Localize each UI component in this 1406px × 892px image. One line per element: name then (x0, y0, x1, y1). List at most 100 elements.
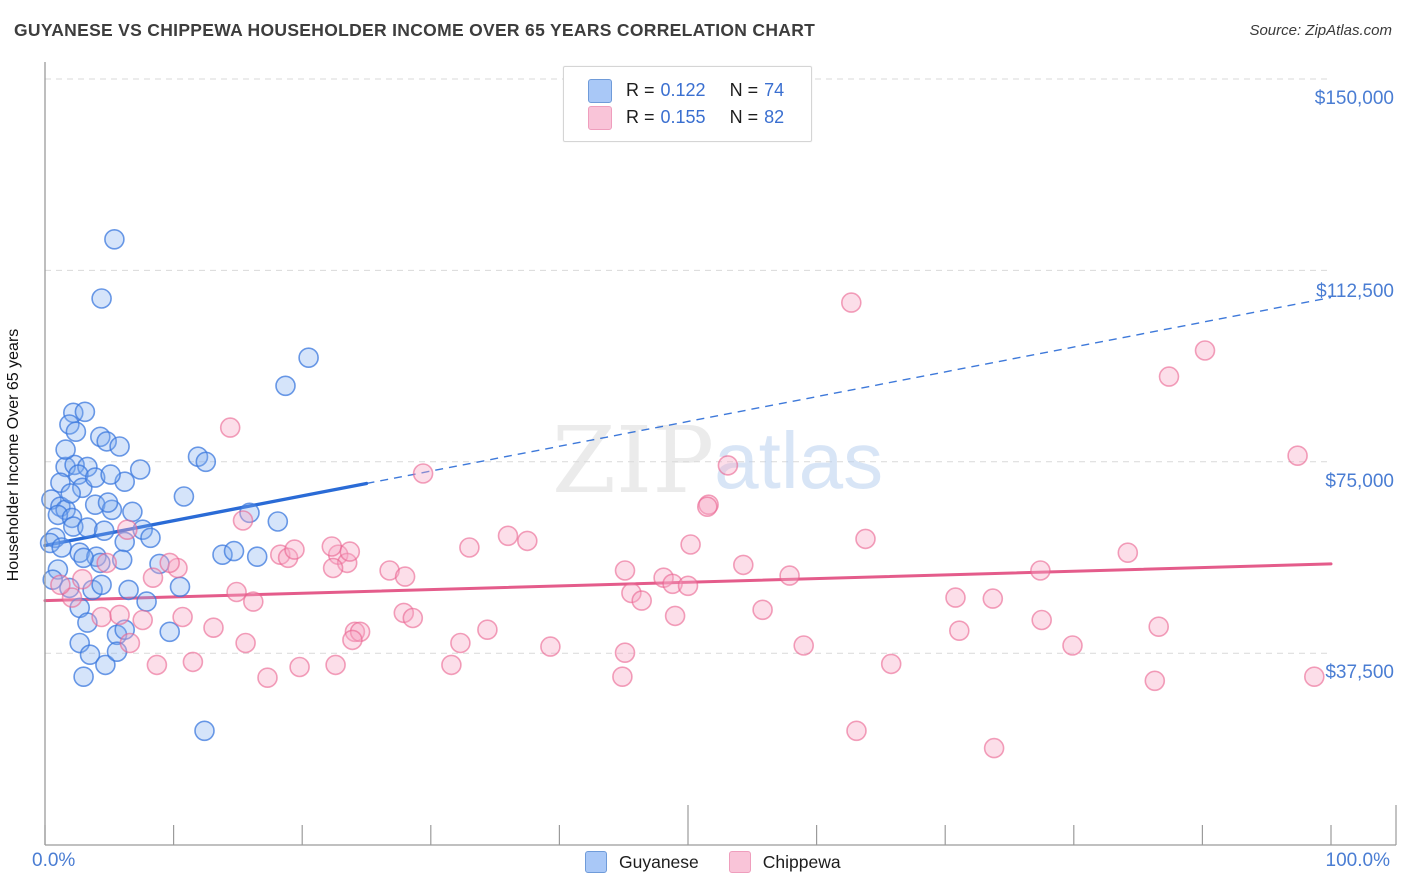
scatter-point-chippewa (117, 519, 138, 541)
scatter-point-guyanese (122, 501, 143, 523)
scatter-point-chippewa (159, 552, 180, 574)
scatter-point-chippewa (540, 636, 561, 657)
scatter-point-guyanese (109, 436, 130, 457)
scatter-point-chippewa (1117, 542, 1139, 564)
scatter-point-chippewa (662, 573, 683, 595)
scatter-point-guyanese (95, 654, 116, 676)
scatter-point-chippewa (717, 455, 739, 476)
scatter-point-guyanese (51, 537, 73, 558)
scatter-point-chippewa (132, 609, 153, 631)
scatter-point-chippewa (752, 599, 773, 621)
scatter-point-chippewa (142, 567, 164, 589)
scatter-point-chippewa (441, 654, 462, 676)
scatter-point-guyanese (65, 421, 87, 443)
x-tick-min: 0.0% (32, 850, 76, 871)
chippewa-swatch-icon (588, 105, 612, 130)
scatter-point-chippewa (677, 575, 699, 597)
y-tick-37500: $37,500 (1325, 662, 1394, 683)
scatter-point-chippewa (840, 292, 862, 313)
trend-line-guyanese (43, 481, 369, 548)
scatter-point-guyanese (104, 229, 125, 250)
legend-label-chippewa: Chippewa (762, 851, 841, 872)
scatter-point-chippewa (696, 496, 718, 518)
scatter-point-chippewa (146, 654, 168, 676)
legend-row-chippewa: R = 0.155 N = 82 (588, 104, 797, 131)
scatter-point-guyanese (195, 451, 217, 473)
scatter-point-guyanese (136, 591, 157, 612)
scatter-point-guyanese (267, 511, 289, 532)
scatter-point-guyanese (60, 483, 81, 504)
scatter-point-guyanese (169, 576, 191, 598)
scatter-point-guyanese (47, 559, 69, 580)
trend-line-extrapolated-guyanese (366, 296, 1332, 485)
scatter-point-chippewa (226, 581, 247, 603)
r-value-guyanese: 0.122 (660, 80, 706, 100)
scatter-point-chippewa (325, 654, 346, 676)
scatter-point-chippewa (243, 591, 264, 612)
scatter-point-guyanese (68, 464, 89, 485)
scatter-point-guyanese (223, 540, 245, 562)
scatter-point-guyanese (91, 288, 112, 309)
scatter-point-chippewa (846, 720, 867, 742)
scatter-point-chippewa (612, 666, 633, 688)
legend-row-guyanese: R = 0.122 N = 74 (588, 77, 797, 104)
scatter-point-chippewa (119, 632, 141, 654)
r-label: R = (626, 107, 655, 127)
scatter-point-chippewa (72, 568, 93, 590)
scatter-point-guyanese (79, 644, 101, 666)
scatter-point-chippewa (394, 566, 416, 587)
scatter-point-chippewa (349, 621, 371, 643)
scatter-point-guyanese (212, 544, 233, 566)
scatter-point-chippewa (1031, 609, 1052, 631)
y-tick-112500: $112,500 (1316, 281, 1394, 302)
scatter-point-chippewa (497, 525, 519, 547)
scatter-point-guyanese (118, 579, 139, 601)
scatter-point-chippewa (983, 737, 1005, 759)
scatter-point-chippewa (732, 554, 754, 576)
scatter-point-guyanese (84, 467, 106, 488)
scatter-point-chippewa (1144, 670, 1166, 692)
scatter-point-chippewa (477, 619, 498, 641)
scatter-point-guyanese (173, 486, 195, 507)
scatter-point-chippewa (182, 651, 204, 673)
scatter-point-guyanese (93, 520, 115, 542)
scatter-point-chippewa (289, 656, 310, 678)
scatter-point-guyanese (129, 459, 151, 480)
chart-title: GUYANESE VS CHIPPEWA HOUSEHOLDER INCOME … (14, 20, 816, 40)
scatter-point-chippewa (680, 534, 701, 555)
scatter-point-chippewa (203, 617, 224, 639)
scatter-point-chippewa (664, 605, 686, 627)
scatter-point-guyanese (73, 547, 94, 569)
scatter-point-chippewa (284, 539, 305, 560)
scatter-point-chippewa (379, 560, 400, 581)
scatter-point-chippewa (339, 541, 361, 562)
scatter-point-chippewa (402, 607, 424, 629)
scatter-point-chippewa (321, 536, 343, 557)
scatter-point-chippewa (91, 606, 112, 628)
scatter-point-chippewa (172, 606, 193, 628)
n-value-guyanese: 74 (764, 80, 785, 100)
scatter-point-chippewa (1030, 560, 1051, 581)
legend-label-guyanese: Guyanese (619, 851, 699, 872)
scatter-point-chippewa (109, 604, 130, 626)
scatter-point-chippewa (1287, 445, 1308, 467)
scatter-point-chippewa (1194, 340, 1216, 361)
scatter-point-chippewa (948, 620, 970, 642)
series-legend: Guyanese Chippewa (585, 851, 841, 873)
scatter-point-guyanese (97, 492, 119, 513)
guyanese-swatch-icon (588, 78, 612, 103)
scatter-point-chippewa (855, 528, 876, 550)
scatter-point-guyanese (298, 347, 319, 369)
r-value-chippewa: 0.155 (660, 107, 706, 127)
scatter-point-chippewa (257, 667, 278, 689)
x-tick-max: 100.0% (1325, 850, 1390, 871)
scatter-point-guyanese (91, 574, 112, 596)
scatter-point-chippewa (779, 565, 800, 586)
scatter-point-chippewa (459, 537, 480, 558)
scatter-point-guyanese (111, 549, 133, 571)
scatter-point-guyanese (50, 472, 71, 494)
scatter-point-guyanese (96, 431, 117, 452)
legend-item-guyanese: Guyanese (585, 851, 699, 873)
